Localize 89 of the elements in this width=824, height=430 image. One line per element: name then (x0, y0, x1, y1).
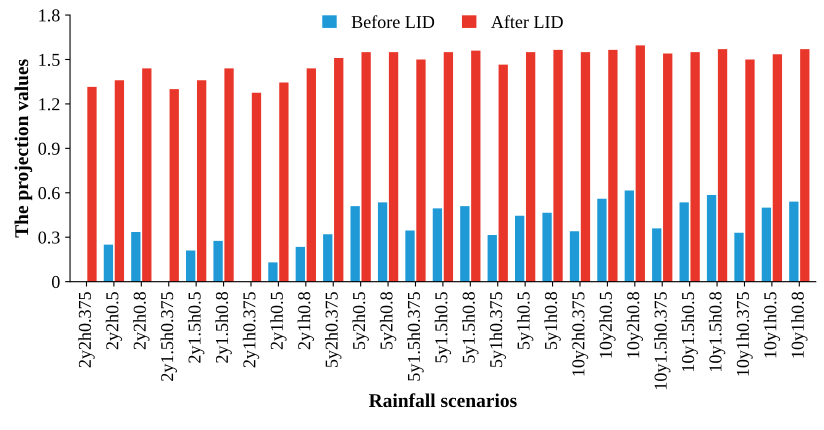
bar (323, 234, 332, 282)
bar (526, 52, 536, 282)
x-axis-title: Rainfall scenarios (368, 393, 517, 408)
bar (745, 59, 755, 282)
x-tick-label: 2y2h0.8 (133, 292, 150, 350)
x-tick-label: 5y2h0.5 (352, 292, 369, 350)
bar (570, 231, 580, 282)
bar (142, 68, 152, 282)
bar (252, 92, 262, 282)
bar (515, 216, 524, 282)
x-tick-label: 2y1h0.8 (298, 292, 314, 350)
x-tick-label: 5y1.5h0.8 (462, 292, 479, 363)
bar (405, 230, 415, 282)
legend-label: After LID (491, 15, 563, 28)
bar (224, 68, 234, 282)
bar (542, 212, 552, 282)
bar (789, 202, 798, 282)
bar (350, 206, 360, 282)
bar (196, 80, 206, 282)
bar (87, 86, 97, 282)
y-tick-label: 0 (52, 276, 60, 288)
x-tick-label: 2y1h0.5 (270, 292, 287, 350)
bar (762, 208, 772, 282)
y-tick-label: 0.6 (38, 187, 60, 200)
bar (131, 232, 140, 282)
x-tick-label: 2y1.5h0.5 (188, 292, 204, 363)
bar (388, 52, 398, 282)
bar (104, 244, 114, 282)
x-tick-label: 5y2h0.8 (380, 292, 396, 350)
x-tick-label: 10y2h0.5 (599, 292, 616, 358)
bar (213, 240, 223, 282)
bar (690, 52, 700, 282)
x-tick-label: 2y2h0.5 (106, 292, 122, 350)
bar (306, 68, 316, 282)
x-tick-label: 2y1.5h0.375 (160, 292, 177, 381)
x-tick-label: 10y1h0.5 (764, 292, 780, 358)
legend-label: Before LID (352, 15, 434, 28)
x-tick-label: 10y1.5h0.8 (708, 292, 726, 372)
y-tick-label: 0.9 (38, 142, 60, 155)
x-tick-label: 5y1.5h0.5 (434, 292, 452, 363)
bar (498, 64, 508, 282)
x-tick-label: 5y1h0.375 (490, 292, 506, 368)
y-tick-label: 0.3 (38, 231, 60, 244)
bar (268, 262, 278, 282)
x-tick-label: 2y1.5h0.8 (215, 292, 232, 363)
bar (608, 50, 618, 282)
x-tick-label: 2y1h0.375 (242, 292, 260, 368)
x-tick-label: 10y1.5h0.5 (681, 292, 698, 372)
x-tick-label: 2y2h0.375 (78, 292, 95, 368)
bar (361, 52, 371, 282)
bar (416, 59, 426, 282)
x-tick-label: 5y2h0.375 (325, 292, 342, 368)
bar (444, 52, 454, 282)
bar (772, 54, 782, 282)
bar (718, 49, 728, 282)
bar (488, 234, 497, 282)
bar (186, 250, 196, 282)
y-tick-label: 1.8 (39, 9, 60, 22)
bar (624, 190, 634, 282)
y-tick-label: 1.2 (39, 98, 60, 110)
bar (114, 80, 124, 282)
bar (652, 228, 662, 282)
y-axis-title: The projection values (14, 59, 32, 238)
x-tick-label: 10y1h0.8 (791, 292, 808, 358)
y-tick-label: 1.5 (39, 54, 60, 66)
x-tick-label: 10y2h0.375 (572, 292, 588, 376)
x-tick-label: 5y1h0.5 (516, 292, 534, 350)
x-tick-label: 5y1h0.8 (544, 292, 561, 350)
bar (334, 58, 344, 282)
bar (663, 54, 672, 282)
bar (471, 50, 480, 282)
bar (734, 232, 744, 282)
bar (597, 198, 607, 282)
x-tick-label: 10y1.5h0.375 (654, 292, 670, 390)
bar (296, 246, 305, 282)
bar (680, 202, 689, 282)
bar (279, 82, 289, 282)
bar (706, 195, 716, 282)
x-tick-label: 10y2h0.8 (626, 292, 644, 358)
bar (432, 208, 442, 282)
bar (636, 45, 645, 282)
x-tick-label: 10y1h0.375 (736, 292, 753, 376)
x-tick-label: 5y1.5h0.375 (407, 292, 424, 381)
bar (378, 202, 388, 282)
bar (170, 89, 179, 282)
bar (553, 50, 563, 282)
bar (800, 49, 810, 282)
bar (460, 206, 470, 282)
bar (580, 52, 590, 282)
